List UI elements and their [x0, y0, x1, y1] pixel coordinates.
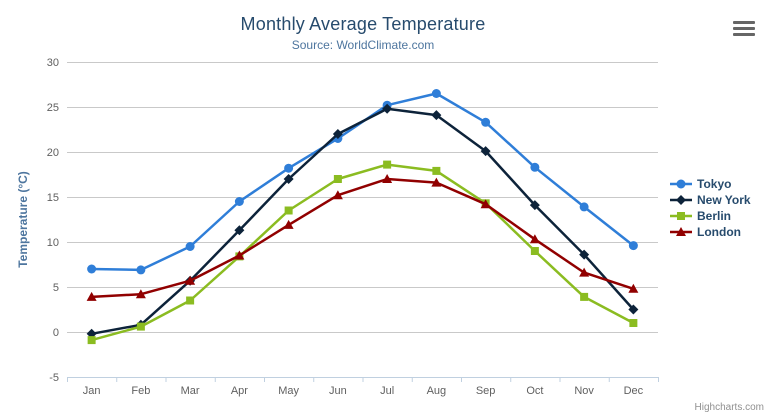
- data-point[interactable]: [234, 225, 245, 236]
- export-menu-button[interactable]: [731, 19, 757, 39]
- x-axis-label: Jul: [380, 385, 394, 397]
- legend-marker-icon: [670, 179, 692, 189]
- series-london[interactable]: [86, 174, 639, 301]
- data-point[interactable]: [530, 247, 539, 255]
- data-point[interactable]: [480, 146, 491, 157]
- legend-label: Tokyo: [697, 177, 732, 191]
- data-point[interactable]: [628, 241, 638, 251]
- data-point[interactable]: [676, 227, 686, 236]
- hamburger-icon: [733, 33, 755, 36]
- x-axis-label: Sep: [476, 385, 496, 397]
- y-axis-label: 20: [47, 147, 59, 159]
- legend-marker-icon: [670, 195, 692, 205]
- data-point[interactable]: [676, 179, 686, 189]
- hamburger-icon: [733, 21, 755, 24]
- data-point[interactable]: [481, 117, 491, 127]
- data-point[interactable]: [86, 291, 97, 301]
- legend-label: London: [697, 225, 741, 239]
- y-axis-label: -5: [49, 372, 59, 384]
- y-axis-label: 15: [47, 192, 59, 204]
- data-point[interactable]: [332, 190, 343, 200]
- series-tokyo[interactable]: [87, 89, 638, 275]
- data-point[interactable]: [382, 103, 393, 114]
- data-point[interactable]: [628, 304, 639, 315]
- y-axis-title: Temperature (°C): [16, 171, 30, 268]
- y-axis-label: 5: [53, 282, 59, 294]
- x-axis-label: Jun: [329, 385, 347, 397]
- data-point[interactable]: [579, 202, 589, 212]
- series-line[interactable]: [90, 177, 635, 299]
- legend-item-tokyo[interactable]: Tokyo: [670, 176, 751, 192]
- data-point[interactable]: [431, 89, 441, 98]
- data-point[interactable]: [530, 162, 540, 172]
- data-point[interactable]: [87, 336, 96, 345]
- x-axis-label: Dec: [624, 385, 644, 397]
- series-line[interactable]: [90, 107, 635, 336]
- data-point[interactable]: [185, 275, 196, 285]
- data-point[interactable]: [628, 283, 639, 293]
- series-new-york[interactable]: [86, 103, 639, 339]
- data-point[interactable]: [431, 110, 442, 121]
- x-axis-label: Nov: [574, 385, 594, 397]
- data-point[interactable]: [185, 242, 195, 251]
- chart-title: Monthly Average Temperature: [240, 14, 486, 34]
- data-point[interactable]: [186, 296, 195, 305]
- series-line[interactable]: [90, 92, 635, 272]
- data-point[interactable]: [579, 267, 590, 277]
- data-point[interactable]: [480, 199, 491, 209]
- chart-subtitle: Source: WorldClimate.com: [291, 38, 435, 52]
- credits-link[interactable]: Highcharts.com: [694, 402, 764, 413]
- series-line[interactable]: [90, 163, 635, 342]
- data-point[interactable]: [284, 206, 293, 215]
- data-point[interactable]: [87, 264, 97, 274]
- data-point[interactable]: [333, 175, 342, 183]
- data-point[interactable]: [629, 319, 638, 327]
- y-axis-label: 25: [47, 102, 59, 114]
- data-point[interactable]: [382, 174, 393, 183]
- y-axis-label: 0: [53, 327, 59, 339]
- legend-marker-icon: [670, 227, 692, 236]
- legend-label: Berlin: [697, 209, 732, 223]
- y-axis-label: 10: [47, 237, 59, 249]
- data-point[interactable]: [283, 219, 294, 229]
- legend-item-new-york[interactable]: New York: [670, 192, 751, 208]
- data-point[interactable]: [284, 163, 294, 173]
- data-point[interactable]: [529, 200, 540, 211]
- data-point[interactable]: [234, 250, 245, 260]
- x-axis-label: Oct: [526, 385, 543, 397]
- data-point[interactable]: [136, 322, 145, 331]
- x-axis-label: Feb: [131, 385, 150, 397]
- data-point[interactable]: [383, 160, 392, 169]
- x-axis-label: Aug: [427, 385, 447, 397]
- data-point[interactable]: [135, 289, 146, 299]
- data-point[interactable]: [332, 129, 343, 139]
- data-point[interactable]: [432, 166, 441, 175]
- data-point[interactable]: [431, 177, 442, 187]
- y-axis-label: 30: [47, 57, 59, 69]
- x-axis-label: Apr: [231, 385, 248, 397]
- data-point[interactable]: [676, 195, 686, 205]
- data-point[interactable]: [529, 234, 540, 244]
- legend-marker-icon: [670, 212, 692, 220]
- legend-item-berlin[interactable]: Berlin: [670, 208, 751, 224]
- legend-label: New York: [697, 193, 751, 207]
- data-point[interactable]: [283, 174, 294, 184]
- legend: Tokyo New York Berlin London: [670, 176, 751, 240]
- hamburger-icon: [733, 27, 755, 30]
- x-axis-label: May: [278, 385, 299, 397]
- data-point[interactable]: [579, 249, 590, 260]
- data-point[interactable]: [234, 197, 244, 206]
- data-point[interactable]: [136, 265, 146, 275]
- x-axis-label: Jan: [83, 385, 101, 397]
- legend-item-london[interactable]: London: [670, 224, 751, 240]
- data-point[interactable]: [580, 292, 589, 301]
- data-point[interactable]: [677, 212, 685, 220]
- x-axis-label: Mar: [181, 385, 200, 397]
